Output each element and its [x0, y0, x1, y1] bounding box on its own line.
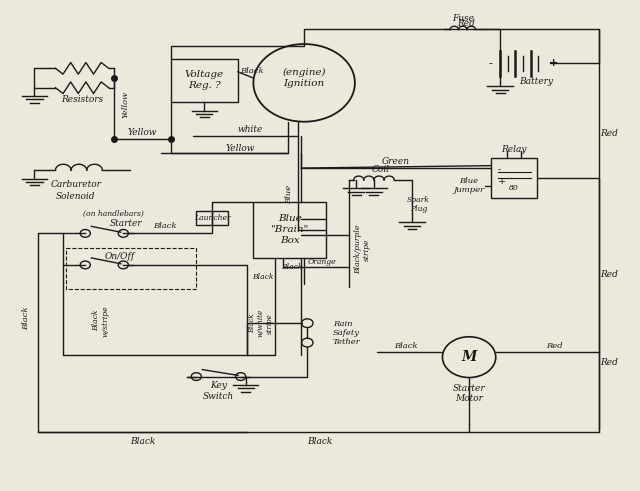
- Text: Blue: Blue: [285, 185, 294, 204]
- Text: Spark
Plug: Spark Plug: [407, 195, 430, 213]
- Text: Blue
"Brain"
Box: Blue "Brain" Box: [271, 214, 309, 246]
- Text: Black: Black: [394, 342, 417, 350]
- Text: +: +: [498, 177, 506, 186]
- Text: Voltage
Reg. ?: Voltage Reg. ?: [185, 70, 224, 90]
- Text: Black: Black: [281, 263, 303, 272]
- Bar: [171, 58, 237, 102]
- Text: Black: Black: [307, 436, 333, 446]
- Text: Black: Black: [130, 436, 155, 446]
- Text: Green: Green: [382, 157, 410, 166]
- Text: +: +: [549, 58, 558, 68]
- Text: Key
Switch: Key Switch: [203, 382, 234, 401]
- Text: (engine)
Ignition: (engine) Ignition: [282, 68, 326, 88]
- Text: Black: Black: [240, 67, 264, 75]
- Text: Black
w/stripe: Black w/stripe: [93, 305, 109, 336]
- Text: Orange: Orange: [307, 258, 336, 267]
- Text: Rain
Safety
Tether: Rain Safety Tether: [333, 320, 360, 346]
- Text: Launcher: Launcher: [194, 214, 230, 222]
- Text: Black
w/white
stripe: Black w/white stripe: [248, 309, 274, 337]
- Text: On/Off: On/Off: [105, 252, 135, 261]
- Text: Yellow: Yellow: [121, 91, 129, 118]
- Text: 80: 80: [509, 184, 519, 192]
- Text: M: M: [461, 350, 477, 364]
- Text: white: white: [237, 126, 263, 135]
- Text: Black: Black: [153, 222, 177, 230]
- Text: Relay: Relay: [501, 145, 527, 154]
- Bar: [253, 202, 326, 258]
- Text: Resistors: Resistors: [61, 95, 103, 105]
- Bar: [196, 211, 228, 224]
- Text: Battery: Battery: [518, 78, 553, 86]
- Text: Red: Red: [547, 342, 563, 350]
- Text: Black: Black: [22, 306, 30, 330]
- Text: Red: Red: [600, 357, 618, 366]
- Text: Yellow: Yellow: [226, 144, 255, 153]
- Text: Black: Black: [252, 273, 273, 281]
- Text: Fuse: Fuse: [452, 14, 474, 23]
- Text: Blue
Jumper: Blue Jumper: [454, 177, 484, 194]
- Text: Yellow: Yellow: [127, 128, 157, 137]
- Text: Starter
Motor: Starter Motor: [452, 384, 485, 403]
- Bar: [492, 158, 537, 198]
- Text: Carburetor: Carburetor: [51, 180, 101, 190]
- Text: Starter: Starter: [110, 219, 143, 228]
- Text: -: -: [489, 58, 493, 68]
- Text: Coil: Coil: [371, 165, 389, 174]
- Text: Solenoid: Solenoid: [56, 192, 95, 201]
- Text: (on handlebars): (on handlebars): [83, 210, 144, 218]
- Text: Black/purple
stripe: Black/purple stripe: [354, 224, 371, 274]
- Text: Red: Red: [457, 19, 475, 28]
- Text: Red: Red: [600, 270, 618, 279]
- Text: -: -: [498, 165, 501, 174]
- Text: Red: Red: [600, 129, 618, 138]
